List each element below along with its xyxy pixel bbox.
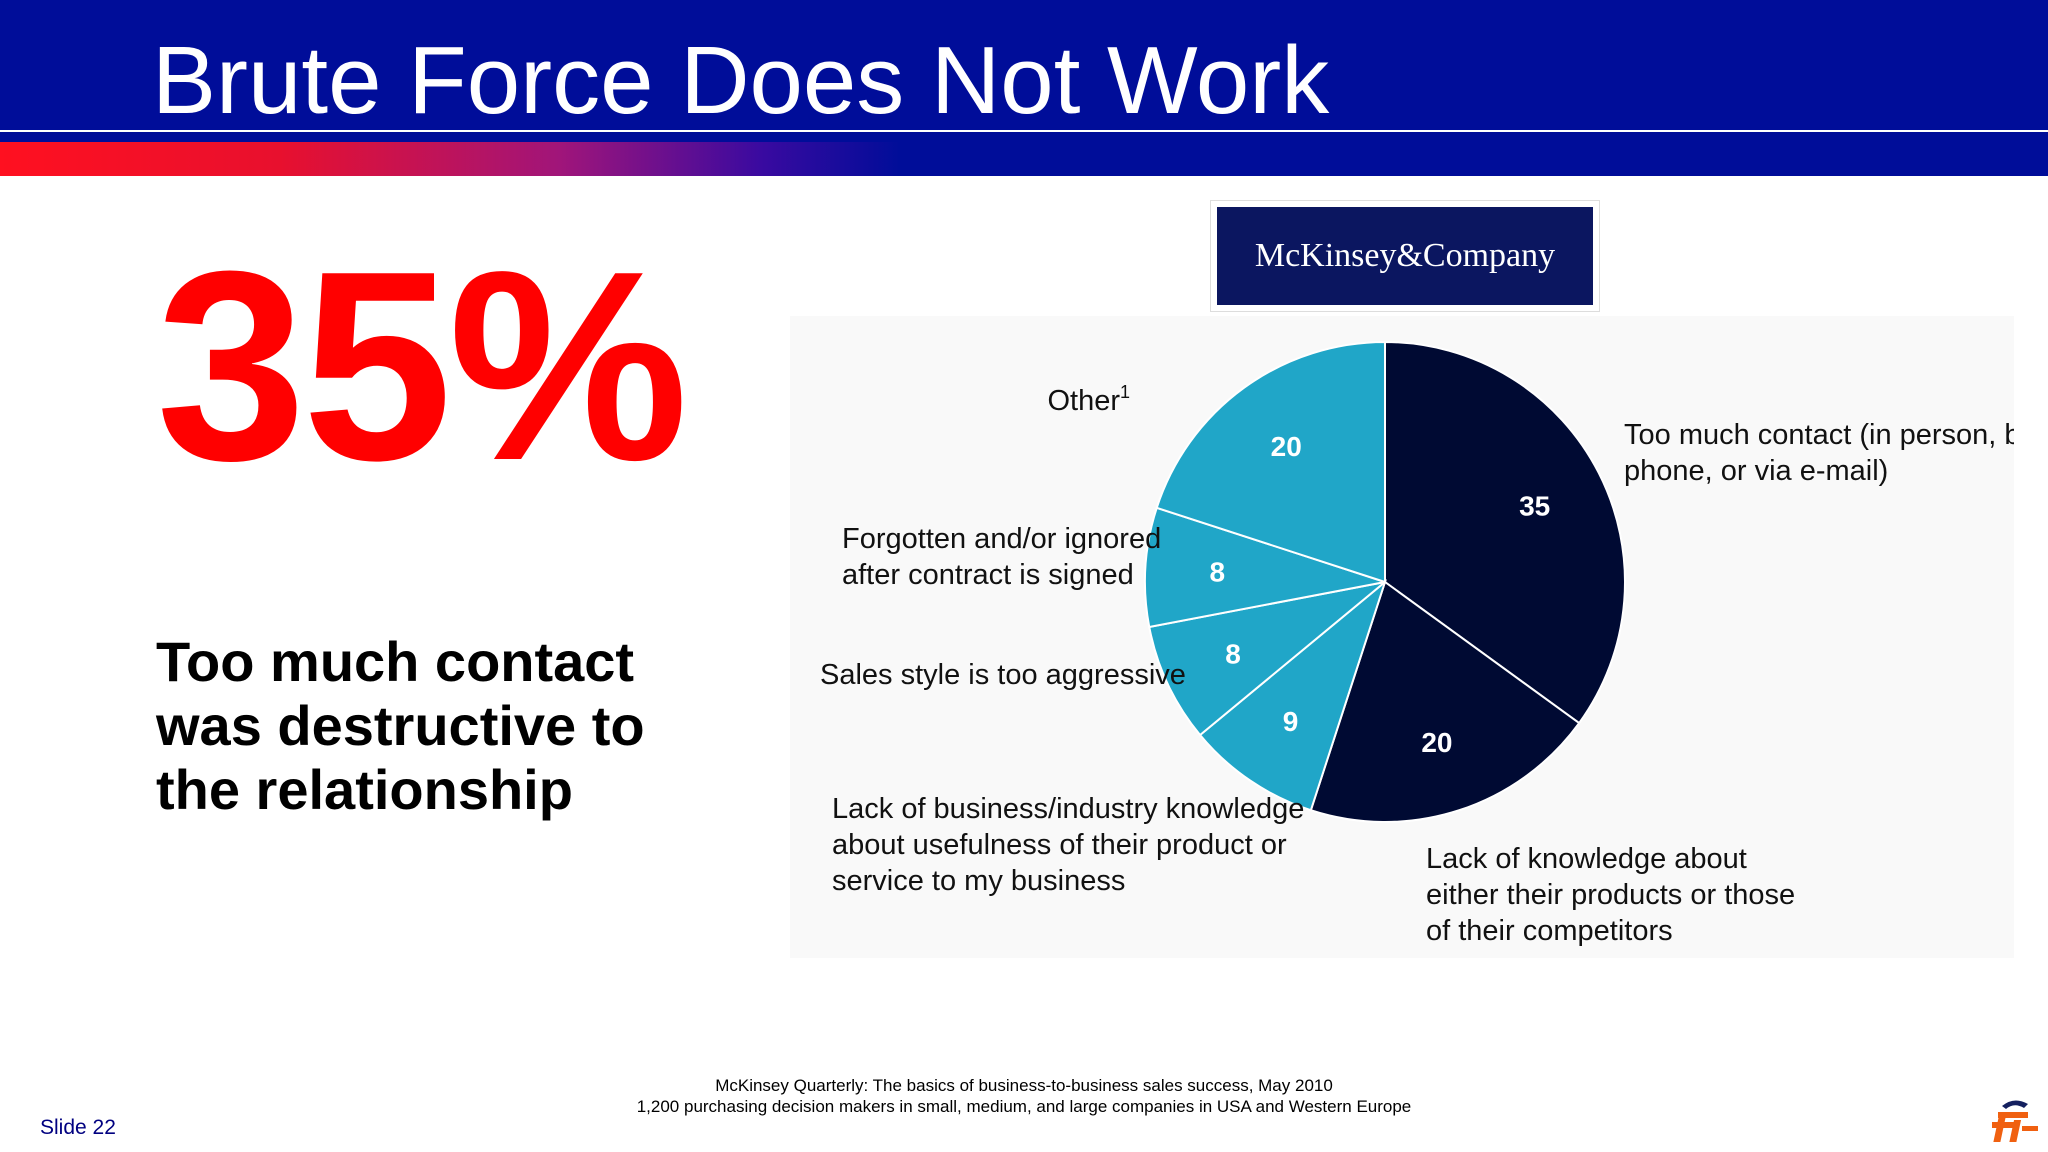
pie-value-label-1: 20 xyxy=(1421,727,1452,758)
pie-chart: 35 Too much contact (in person, by phone, … xyxy=(820,340,2036,947)
pie-slice-2 xyxy=(1198,579,1388,812)
pie-slice-5 xyxy=(1155,340,1386,584)
source-line-1: McKinsey Quarterly: The basics of busine… xyxy=(715,1076,1333,1095)
mckinsey-logo: McKinsey&Company xyxy=(1210,200,1600,312)
pie-category-label-5: Other1 xyxy=(1047,382,1130,417)
pie-category-label-0: Too much contact (in person, by phone, or… xyxy=(1624,419,2014,487)
pie-value-label-0: 35 xyxy=(1519,491,1550,522)
stat-caption: Too much contact was destructive to the … xyxy=(156,630,645,821)
big-stat: 35% xyxy=(156,216,688,517)
company-logo-icon xyxy=(1992,1100,2038,1142)
source-line-2: 1,200 purchasing decision makers in smal… xyxy=(636,1097,1412,1116)
pie-category-label-1: Lack of knowledge about either their prod… xyxy=(1426,843,1795,947)
chart-panel: 35 Too much contact (in person, by phone, … xyxy=(790,316,2036,958)
pie-value-label-3: 8 xyxy=(1225,639,1241,670)
pie-value-label-5: 20 xyxy=(1271,431,1302,462)
pie-category-label-4: Forgotten and/or ignored after contract i… xyxy=(842,523,1161,591)
pie-slice-1 xyxy=(1309,580,1581,823)
slide-number: Slide 22 xyxy=(40,1116,116,1139)
header-divider xyxy=(0,130,2048,132)
header-gradient-stripe xyxy=(0,142,2048,176)
pie-slice-3 xyxy=(1148,581,1386,737)
pie-value-label-4: 8 xyxy=(1210,556,1226,587)
mckinsey-logo-text: McKinsey&Company xyxy=(1217,207,1593,305)
pie-slice-0 xyxy=(1384,340,1626,725)
pie-category-label-2: Lack of business/industry knowledge about… xyxy=(832,793,1304,897)
pie-value-label-2: 9 xyxy=(1283,706,1299,737)
pie-category-label-3: Sales style is too aggressive xyxy=(820,659,1186,691)
pie-slice-4 xyxy=(1144,506,1386,629)
slide-title: Brute Force Does Not Work xyxy=(152,27,1330,134)
